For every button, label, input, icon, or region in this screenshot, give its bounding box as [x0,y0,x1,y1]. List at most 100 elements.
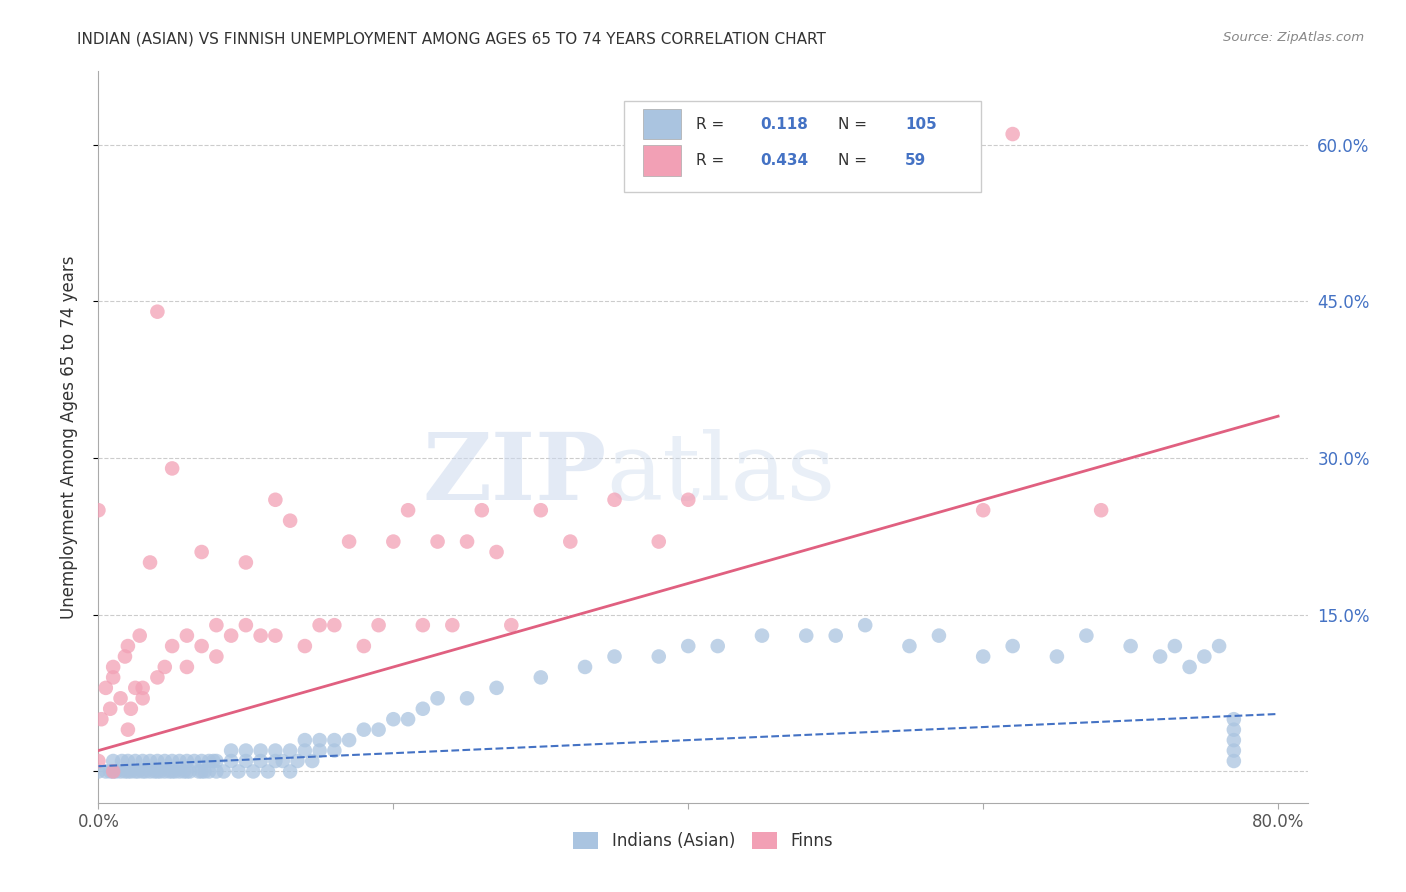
Point [530,670,553,684]
Point [853,618,876,632]
Point [146,670,169,684]
Point [898,639,921,653]
Point [1223,743,1246,757]
Point [308,618,330,632]
Point [441,618,464,632]
Point [1223,723,1246,737]
Point [751,629,773,643]
Point [382,534,405,549]
Point [1076,629,1098,643]
Point [212,764,235,779]
Point [90,712,112,726]
Point [219,754,242,768]
Point [110,691,132,706]
Point [648,649,671,664]
Point [131,754,153,768]
Text: N =: N = [838,153,872,168]
Point [235,754,257,768]
Point [160,639,183,653]
Point [972,649,994,664]
Point [160,754,183,768]
Point [139,754,162,768]
Point [149,764,172,779]
Point [1090,503,1112,517]
Legend: Indians (Asian), Finns: Indians (Asian), Finns [567,825,839,856]
Point [153,754,176,768]
Point [1208,639,1230,653]
Point [124,764,146,779]
Point [190,754,212,768]
Point [323,733,346,747]
Point [190,764,212,779]
Point [396,712,419,726]
Point [143,764,166,779]
Point [235,743,257,757]
Point [110,764,132,779]
Point [131,691,153,706]
Point [308,743,330,757]
Point [173,764,195,779]
Point [706,639,728,653]
Point [205,764,228,779]
Point [972,503,994,517]
FancyBboxPatch shape [643,145,682,176]
Point [187,764,209,779]
Point [101,764,124,779]
Point [131,681,153,695]
Point [426,691,449,706]
Point [501,618,523,632]
Point [205,754,228,768]
Point [198,764,221,779]
Point [131,764,153,779]
Point [117,754,139,768]
Point [574,660,596,674]
Text: R =: R = [696,153,728,168]
Point [98,764,121,779]
Text: atlas: atlas [606,429,835,518]
Point [264,743,287,757]
Point [1119,639,1142,653]
Point [353,723,375,737]
Point [249,754,271,768]
Point [146,304,169,318]
Point [824,629,846,643]
Point [235,618,257,632]
Point [205,649,228,664]
Point [928,629,950,643]
Point [603,649,626,664]
Point [337,534,360,549]
Point [94,764,117,779]
Point [323,618,346,632]
Point [101,764,124,779]
Point [179,764,201,779]
Point [101,670,124,684]
Point [114,764,136,779]
Point [157,764,180,779]
Point [337,733,360,747]
Point [176,764,198,779]
Point [202,754,225,768]
Point [1046,649,1069,664]
Point [1001,639,1024,653]
Point [146,754,169,768]
Point [485,681,508,695]
Point [530,503,553,517]
Point [456,534,478,549]
Point [794,629,817,643]
Text: 59: 59 [905,153,927,168]
Point [264,754,287,768]
Point [127,764,149,779]
Point [117,764,139,779]
Text: Source: ZipAtlas.com: Source: ZipAtlas.com [1223,31,1364,45]
Point [323,743,346,757]
Point [287,754,309,768]
Point [117,723,139,737]
Point [111,754,134,768]
Point [190,639,212,653]
Point [176,629,198,643]
Point [124,754,146,768]
Point [153,764,176,779]
Point [678,492,700,507]
Point [94,681,117,695]
Point [1194,649,1216,664]
